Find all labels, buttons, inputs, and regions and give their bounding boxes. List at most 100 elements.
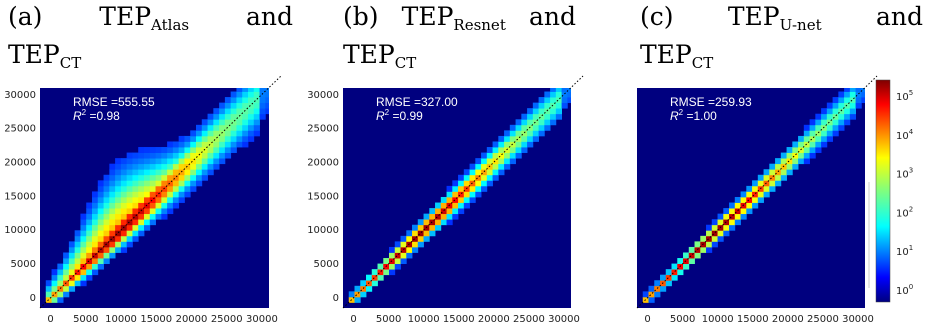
density-cell — [423, 235, 430, 242]
density-cell — [648, 285, 655, 292]
density-cell — [149, 169, 156, 176]
density-cell — [120, 180, 128, 187]
density-cell — [161, 169, 168, 176]
density-cell — [555, 97, 562, 104]
density-cell — [190, 174, 197, 181]
density-cell — [103, 213, 110, 220]
density-cell — [253, 91, 260, 98]
density-cell — [103, 224, 110, 231]
density-cell — [201, 163, 208, 170]
density-cell — [855, 102, 862, 109]
density-cell — [412, 246, 419, 253]
density-cell — [253, 108, 260, 115]
density-cell — [492, 163, 499, 170]
density-cell — [259, 88, 266, 92]
density-cell — [394, 263, 401, 270]
density-cell — [700, 246, 707, 253]
density-cell — [201, 119, 208, 126]
density-cell — [138, 196, 145, 203]
density-cell — [683, 263, 690, 270]
density-cell — [780, 158, 787, 165]
density-cell — [394, 258, 401, 264]
density-cell — [68, 258, 76, 264]
density-cell — [729, 202, 736, 209]
density-cell — [155, 180, 162, 187]
density-cell — [63, 269, 70, 276]
x-tick-label: 5000 — [73, 314, 98, 325]
density-cell — [248, 119, 255, 126]
density-cell — [172, 202, 180, 209]
density-cell — [126, 174, 133, 181]
density-cell — [746, 208, 753, 215]
density-cell — [219, 141, 226, 148]
rmse-annotation: RMSE =555.55 — [73, 95, 155, 109]
density-cell — [132, 174, 139, 181]
density-cell — [486, 158, 493, 165]
density-cell — [746, 196, 753, 203]
density-cell — [717, 219, 724, 226]
density-cell — [120, 185, 128, 192]
density-cell — [144, 224, 151, 231]
density-cell — [786, 169, 793, 176]
density-cell — [769, 163, 776, 170]
density-cell — [838, 108, 845, 115]
density-cell — [809, 119, 816, 126]
density-cell — [492, 174, 499, 181]
density-cell — [544, 113, 551, 120]
density-cell — [446, 196, 453, 203]
density-cell — [161, 196, 168, 203]
density-cell — [126, 163, 133, 170]
density-cell — [149, 196, 156, 203]
density-cell — [161, 152, 168, 159]
density-cell — [538, 124, 545, 131]
density-cell — [74, 258, 81, 264]
density-cell — [538, 97, 545, 104]
density-cell — [138, 169, 145, 176]
density-cell — [826, 108, 833, 115]
density-cell — [207, 113, 214, 120]
density-cell — [821, 135, 828, 142]
density-cell — [120, 219, 128, 226]
density-cell — [138, 185, 145, 192]
density-cell — [80, 246, 87, 253]
density-cell — [236, 135, 243, 142]
density-cell — [103, 180, 110, 187]
density-cell — [826, 102, 833, 109]
density-cell — [775, 158, 782, 165]
density-cell — [544, 108, 551, 115]
density-cell — [115, 213, 122, 220]
density-cell — [242, 113, 249, 120]
density-cell — [481, 163, 488, 170]
density-cell — [798, 152, 805, 159]
density-cell — [230, 108, 237, 115]
density-cell — [230, 124, 237, 131]
density-cell — [248, 108, 255, 115]
density-cell — [207, 135, 214, 142]
density-cell — [792, 152, 799, 159]
density-cell — [665, 280, 672, 287]
density-cell — [86, 235, 93, 242]
density-cell — [161, 147, 168, 153]
density-cell — [172, 174, 180, 181]
density-cell — [734, 208, 741, 215]
density-cell — [97, 252, 104, 259]
density-cell — [248, 88, 255, 92]
density-cell — [132, 163, 139, 170]
density-cell — [429, 208, 436, 215]
density-cell — [80, 274, 87, 281]
density-cell — [224, 108, 232, 115]
density-cell — [178, 158, 185, 165]
density-cell — [74, 252, 81, 259]
density-cell — [149, 208, 156, 215]
density-cell — [213, 147, 220, 153]
density-cell — [717, 213, 724, 220]
density-cell — [423, 230, 430, 237]
density-cell — [265, 88, 269, 92]
density-cell — [452, 213, 459, 220]
density-cell — [242, 119, 249, 126]
density-cell — [446, 213, 453, 220]
density-cell — [660, 274, 667, 281]
density-cell — [144, 174, 151, 181]
density-cell — [446, 185, 453, 192]
